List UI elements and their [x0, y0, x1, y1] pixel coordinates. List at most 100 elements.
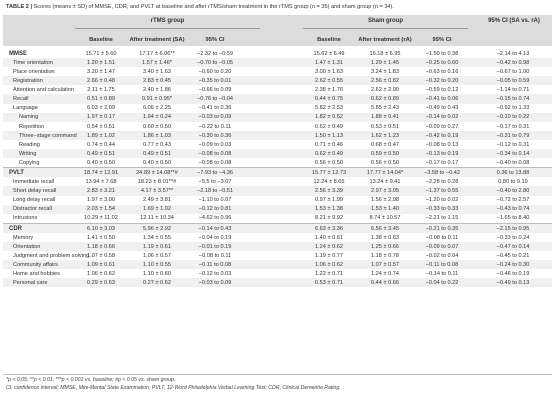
baseline-rtms-cell: 2.66 ± 0.48: [87, 78, 115, 85]
ci-comparison-cell: −0.05 to 0.59: [496, 78, 530, 85]
baseline-rtms-cell: 0.49 ± 0.51: [87, 150, 115, 157]
baseline-sham-cell: 1.50 ± 1.13: [315, 132, 343, 139]
after-rtms-cell: 2.83 ± 0.45: [143, 78, 171, 85]
after-sham-cell: 0.68 ± 0.47: [371, 141, 399, 148]
ci-sham-cell: −0.08 to 0.11: [425, 234, 459, 241]
after-sham-cell: 2.97 ± 3.05: [371, 188, 399, 195]
baseline-rtms-cell: 3.20 ± 1.47: [87, 68, 115, 75]
baseline-rtms-cell: 0.54 ± 0.51: [87, 123, 115, 130]
table-row: Community affairs 1.09 ± 0.61 1.10 ± 0.55 −…: [3, 260, 552, 270]
after-sham-cell: 8.74 ± 10.57: [369, 215, 401, 222]
baseline-sham-cell: 2.56 ± 3.39: [315, 188, 343, 195]
ci-rtms-cell: −0.70 to −0.05: [196, 59, 234, 66]
after-sham-cell: 1.18 ± 0.78: [371, 252, 399, 259]
ci-rtms-cell: −5.5 to −3.07: [198, 179, 232, 186]
ci-sham-cell: −0.59 to 0.12: [425, 87, 459, 94]
after-rtms-cell: 17.17 ± 6.06**: [139, 50, 175, 57]
rtms-group-rule: [75, 28, 260, 29]
baseline-sham-cell: 5.82 ± 2.53: [315, 105, 343, 112]
after-rtms-cell: 0.27 ± 0.62: [143, 280, 171, 287]
after-rtms-cell: 0.77 ± 0.43: [143, 141, 171, 148]
table-category-row: PVLT 18.74 ± 12.91 24.89 ± 14.08**# −7.93 t…: [3, 167, 552, 178]
after-sham-cell: 5.85 ± 2.43: [371, 105, 399, 112]
after-rtms-cell: 24.89 ± 14.08**#: [136, 170, 178, 177]
baseline-sham-cell: 0.53 ± 0.71: [315, 280, 343, 287]
table-row: Writing 0.49 ± 0.51 0.49 ± 0.51 −0.08 to 0.…: [3, 149, 552, 159]
ci-sham-cell: −0.21 to 0.35: [425, 225, 459, 232]
ci-rtms-cell: −7.93 to −4.36: [196, 170, 234, 177]
table-row: Time orientation 1.20 ± 1.51 1.57 ± 1.46* −…: [3, 58, 552, 68]
ci-sham-cell: −0.49 to 0.43: [425, 105, 459, 112]
baseline-rtms-cell: 6.10 ± 3.03: [87, 225, 115, 232]
row-label-cell: Intrusions: [13, 215, 38, 222]
row-label-cell: Time orientation: [13, 59, 53, 66]
baseline-rtms-cell: 13.94 ± 7.68: [85, 179, 117, 186]
after-rtms-cell: 0.40 ± 0.50: [143, 159, 171, 166]
ci-comparison-cell: −0.72 to 2.57: [496, 197, 530, 204]
table-row: Home and hobbies 1.06 ± 0.62 1.10 ± 0.60 −0…: [3, 269, 552, 278]
ci-sham-cell: −0.02 to 0.04: [425, 252, 459, 259]
ci-sham-cell: −0.14 to 0.02: [425, 114, 459, 121]
sham-group-rule: [303, 28, 468, 29]
row-label-cell: Orientation: [13, 243, 41, 250]
baseline-sham-cell: 15.62 ± 6.49: [313, 50, 345, 57]
ci-sham-cell: −0.33 to 0.33: [425, 206, 459, 213]
row-label-cell: CDR: [9, 225, 22, 232]
table-category-row: MMSE 15.71 ± 5.60 17.17 ± 6.06** −2.32 to −…: [3, 49, 552, 58]
after-rtms-cell: 18.23 ± 8.01**#: [137, 179, 177, 186]
after-rtms-cell: 6.06 ± 2.25: [143, 105, 171, 112]
ci-rtms-cell: −0.01 to 0.19: [198, 243, 232, 250]
ci-comparison-cell: −0.24 to 0.30: [496, 261, 530, 268]
ci-comparison-cell: 0.80 to 9.19: [498, 179, 528, 186]
ci-rtms-cell: −0.30 to 0.36: [198, 132, 232, 139]
baseline-rtms-cell: 0.74 ± 0.44: [87, 141, 115, 148]
row-label-cell: Language: [13, 105, 38, 112]
after-sham-cell: 13.24 ± 9.41: [369, 179, 401, 186]
ci-rtms-cell: −2.18 to −0.51: [196, 188, 234, 195]
baseline-rtms-cell: 18.74 ± 12.91: [83, 170, 119, 177]
ci-comparison-cell: −0.42 to 0.98: [496, 59, 530, 66]
ci-rtms-cell: −4.62 to 0.96: [198, 215, 232, 222]
after-rtms-cell: 1.57 ± 1.46*: [141, 59, 173, 66]
row-label-cell: Immediate recall: [13, 179, 55, 186]
ci-sham-cell: −0.09 to 0.07: [425, 243, 459, 250]
ci-rtms-cell: −0.03 to 0.09: [198, 114, 232, 121]
baseline-rtms-cell: 1.07 ± 0.58: [87, 252, 115, 259]
after-sham-cell: 1.88 ± 0.41: [371, 114, 399, 121]
table-row: Intrusions 10.29 ± 11.02 12.11 ± 10.34 −4.6…: [3, 214, 552, 223]
baseline-rtms-cell: 0.29 ± 0.63: [87, 280, 115, 287]
ci-comparison-cell: 0.36 to 13.88: [496, 170, 530, 177]
col-after-sham: After treatment (rA): [358, 37, 412, 43]
table-row: Immediate recall 13.94 ± 7.68 18.23 ± 8.01…: [3, 177, 552, 186]
ci-comparison-cell: −1.14 to 0.71: [496, 87, 530, 94]
table-row: Naming 1.97 ± 0.17 1.94 ± 0.24 −0.03 to 0.0…: [3, 112, 552, 122]
ci-rtms-cell: −0.12 to 0.03: [198, 271, 232, 278]
row-label-cell: Personal care: [13, 280, 48, 287]
row-label-cell: Registration: [13, 78, 43, 85]
after-rtms-cell: 1.69 ± 1.02: [143, 206, 171, 213]
ci-rtms-cell: −0.14 to 0.43: [198, 225, 232, 232]
table-category-row: CDR 6.10 ± 3.03 5.96 ± 2.92 −0.14 to 0.43 6.…: [3, 222, 552, 233]
ci-rtms-cell: −0.60 to 0.20: [198, 68, 232, 75]
ci-sham-cell: −0.41 to 0.06: [425, 96, 459, 103]
row-label-cell: Long delay recall: [13, 197, 56, 204]
after-sham-cell: 0.44 ± 0.66: [371, 280, 399, 287]
ci-rtms-cell: −2.32 to −0.59: [196, 50, 234, 57]
ci-comparison-cell: −0.17 to 0.31: [496, 123, 530, 130]
row-label-cell: Short delay recall: [13, 188, 57, 195]
ci-sham-cell: −0.42 to 0.19: [425, 132, 459, 139]
ci-comparison-cell: −0.33 to 0.24: [496, 234, 530, 241]
after-rtms-cell: 0.49 ± 0.51: [143, 150, 171, 157]
after-rtms-cell: 1.94 ± 0.24: [143, 114, 171, 121]
bottom-rule: [3, 374, 552, 375]
baseline-rtms-cell: 0.40 ± 0.50: [87, 159, 115, 166]
row-label-cell: Place orientation: [13, 68, 55, 75]
after-sham-cell: 1.38 ± 0.63: [371, 234, 399, 241]
ci-comparison-cell: −0.67 to 1.00: [496, 68, 530, 75]
row-label-cell: Writing: [19, 150, 37, 157]
table-row: Registration 2.66 ± 0.48 2.83 ± 0.45 −0.35 …: [3, 76, 552, 86]
ci-sham-cell: −1.50 to 0.38: [425, 50, 459, 57]
after-sham-cell: 1.29 ± 1.45: [371, 59, 399, 66]
ci-rtms-cell: −0.35 to 0.01: [198, 78, 232, 85]
after-rtms-cell: 2.40 ± 1.86: [143, 87, 171, 94]
